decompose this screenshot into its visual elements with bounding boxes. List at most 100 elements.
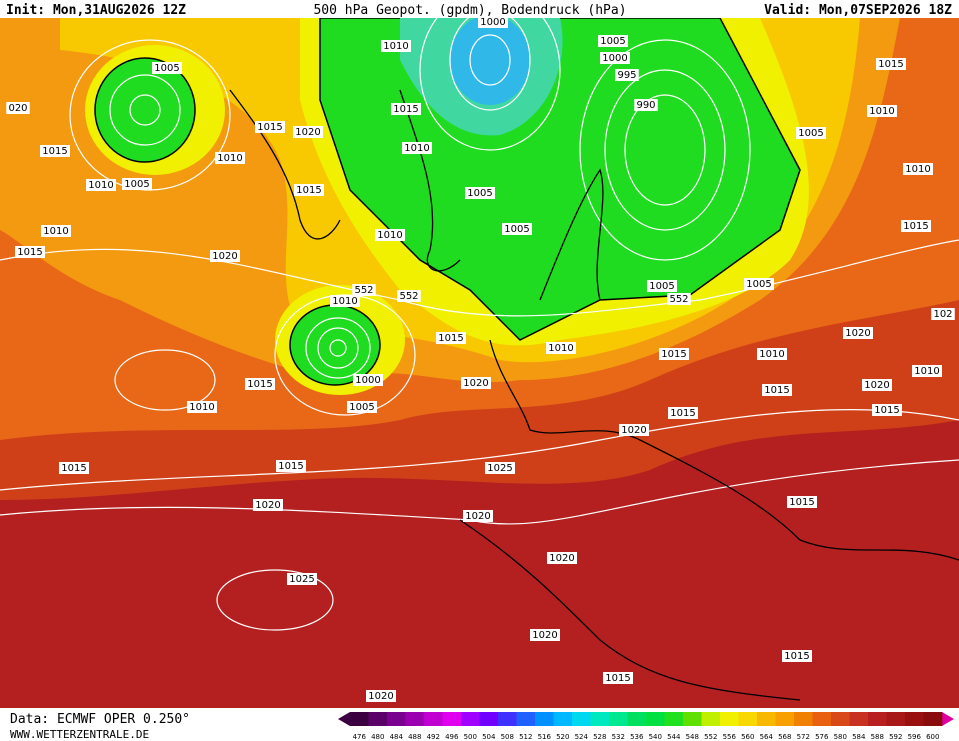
colorbar-label: 520 — [556, 733, 569, 741]
colorbar-label: 492 — [427, 733, 440, 741]
isobar-label-box — [600, 52, 630, 64]
isobar-label: 1020 — [463, 378, 488, 389]
isobar-label: 1005 — [649, 281, 674, 292]
colorbar-cell — [905, 712, 924, 726]
colorbar-label: 556 — [723, 733, 737, 741]
isobar-label-box — [782, 650, 812, 662]
isobar-label-box — [867, 105, 897, 117]
isobar-label: 552 — [399, 291, 418, 302]
colorbar-label: 536 — [630, 733, 644, 741]
isobar-label: 1010 — [189, 402, 214, 413]
isobar-label: 1015 — [670, 408, 695, 419]
colorbar-cell — [387, 712, 406, 726]
isobar-label-box — [931, 308, 955, 320]
isobar-label: 1020 — [864, 380, 889, 391]
map-title: 500 hPa Geopot. (gpdm), Bodendruck (hPa) — [313, 3, 626, 18]
isobar-label-box — [619, 424, 649, 436]
init-time: Init: Mon,31AUG2026 12Z — [6, 3, 186, 18]
isobar-label-box — [478, 16, 508, 28]
isobar-label-box — [436, 332, 466, 344]
colorbar-label: 600 — [926, 733, 939, 741]
isobar-label: 1010 — [43, 226, 68, 237]
colorbar-cell — [516, 712, 536, 726]
colorbar-cell — [886, 712, 906, 726]
site: WWW.WETTERZENTRALE.DE — [10, 728, 149, 741]
colorbar-label: 504 — [482, 733, 496, 741]
isobar-label: 1005 — [154, 63, 179, 74]
isobar-label: 1015 — [874, 405, 899, 416]
colorbar-cell — [683, 712, 702, 726]
isobar-label: 1005 — [798, 128, 823, 139]
isobar-label-box — [872, 404, 902, 416]
isobar-label-box — [253, 499, 283, 511]
isobar-label-box — [912, 365, 942, 377]
isobar-label: 552 — [354, 285, 373, 296]
isobar-label: 1015 — [438, 333, 463, 344]
isobar-label-box — [876, 58, 906, 70]
isobar-label-box — [294, 184, 324, 196]
isobar-label-box — [668, 407, 698, 419]
isobar-label: 1015 — [605, 673, 630, 684]
isobar-label-box — [463, 510, 493, 522]
isobar-label: 1000 — [355, 375, 380, 386]
colorbar-cell — [405, 712, 425, 726]
isobar-label-box — [366, 690, 396, 702]
isobar-label: 1025 — [487, 463, 512, 474]
isobar-label-box — [6, 102, 30, 114]
colorbar-cell — [757, 712, 776, 726]
colorbar-label: 576 — [815, 733, 829, 741]
isobar-label: 1005 — [124, 179, 149, 190]
isobar-label: 1010 — [905, 164, 930, 175]
isobar-label: 1015 — [278, 461, 303, 472]
isobar-label: 552 — [669, 294, 688, 305]
isobar-label-box — [502, 223, 532, 235]
isobar-label: 1015 — [789, 497, 814, 508]
isobar-label: 1015 — [903, 221, 928, 232]
isobar-label: 1015 — [17, 247, 42, 258]
isobar-label-box — [546, 342, 576, 354]
isobar-label-box — [659, 348, 689, 360]
colorbar-cell — [461, 712, 480, 726]
isobar-label: 1015 — [764, 385, 789, 396]
isobar-label-box — [255, 121, 285, 133]
isobar-label-box — [375, 229, 405, 241]
isobar-label: 1015 — [42, 146, 67, 157]
isobar-label: 1015 — [257, 122, 282, 133]
colorbar-label: 544 — [667, 733, 681, 741]
isobar-label: 1005 — [467, 188, 492, 199]
colorbar-cell — [720, 712, 739, 726]
isobar-label: 995 — [617, 70, 636, 81]
isobar-label: 1015 — [296, 185, 321, 196]
isobar-label-box — [744, 278, 774, 290]
isobar-label-box — [603, 672, 633, 684]
colorbar-cell — [498, 712, 517, 726]
colorbar-label: 580 — [834, 733, 847, 741]
isobar-label-box — [862, 379, 892, 391]
colorbar-arrow — [942, 712, 954, 726]
isobar-label: 1020 — [621, 425, 646, 436]
colorbar-label: 516 — [538, 733, 552, 741]
colorbar-label: 500 — [464, 733, 477, 741]
valid-time: Valid: Mon,07SEP2026 18Z — [764, 3, 952, 18]
isobar-label: 1020 — [212, 251, 237, 262]
isobar-label-box — [762, 384, 792, 396]
isobar-label-box — [634, 99, 658, 111]
isobar-label-box — [461, 377, 491, 389]
colorbar-label: 564 — [760, 733, 774, 741]
isobar-label: 1015 — [393, 104, 418, 115]
isobar-label-box — [615, 69, 639, 81]
colorbar-label: 568 — [778, 733, 791, 741]
colorbar-label: 480 — [371, 733, 384, 741]
isobar-label-box — [152, 62, 182, 74]
isobar-label-box — [530, 629, 560, 641]
colorbar-cell — [775, 712, 795, 726]
colorbar-label: 560 — [741, 733, 754, 741]
isobar-label: 1000 — [480, 17, 505, 28]
isobar-label-box — [352, 284, 376, 296]
isobar-label: 1020 — [549, 553, 574, 564]
isobar-label-box — [757, 348, 787, 360]
isobar-label: 1020 — [368, 691, 393, 702]
header-bar — [0, 0, 959, 18]
isobar-label: 1015 — [61, 463, 86, 474]
colorbar-label: 524 — [575, 733, 589, 741]
